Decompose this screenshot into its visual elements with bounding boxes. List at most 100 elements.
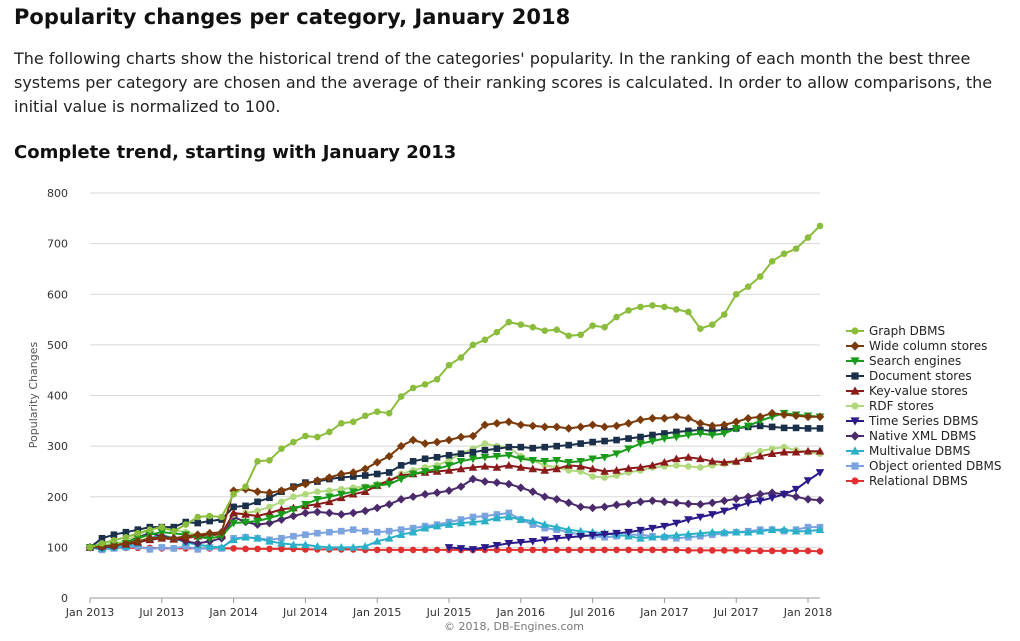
data-point [803,526,813,535]
data-point [396,530,406,539]
legend-item[interactable]: Key-value stores [846,384,968,398]
data-point [553,546,561,554]
legend-item[interactable]: Relational DBMS [846,474,968,488]
data-point [697,426,704,434]
legend-item[interactable]: RDF stores [846,399,934,413]
data-point [254,498,261,506]
data-point [229,508,238,517]
data-point [601,474,608,481]
data-point [780,443,788,451]
data-point [254,458,261,465]
y-tick-label: 600 [47,288,68,301]
data-point [421,381,429,388]
data-point [205,542,214,550]
data-point [637,303,644,311]
data-point [541,443,549,451]
legend-item[interactable]: Multivalue DBMS [846,444,970,458]
series-line [89,225,821,549]
data-point [661,303,668,311]
data-point [504,417,514,427]
data-point [672,519,681,528]
data-point [193,539,203,548]
data-point [206,512,213,520]
data-point [278,534,285,542]
data-point [720,311,728,318]
legend-item[interactable]: Time Series DBMS [846,414,978,428]
data-point [815,495,825,505]
data-point [157,532,167,542]
data-point [528,487,538,496]
data-point [456,464,466,473]
data-point [480,462,490,470]
data-point [313,495,322,504]
data-point [576,422,585,432]
legend-marker [851,402,859,410]
data-point [134,526,142,533]
data-point [565,467,572,474]
data-point [337,510,346,519]
data-point [624,445,633,453]
data-point [732,547,740,554]
data-point [170,527,178,535]
data-point [816,425,824,432]
data-point [553,442,561,450]
data-point [516,455,526,464]
data-point [577,331,584,339]
data-point [158,523,166,531]
data-point [756,422,764,430]
legend-item[interactable]: Object oriented DBMS [846,459,1001,473]
legend-item[interactable]: Search engines [846,354,961,368]
legend-item[interactable]: Native XML DBMS [846,429,976,443]
data-point [278,545,285,553]
data-point [325,497,334,506]
data-point [348,508,358,518]
data-point [277,505,286,513]
data-point [253,511,262,520]
data-point [325,493,334,502]
y-tick-label: 100 [47,541,68,554]
data-point [373,408,381,416]
data-point [707,421,717,431]
data-point [649,546,656,554]
data-point [420,523,430,532]
data-point [600,453,609,462]
legend-label: Time Series DBMS [868,414,978,428]
data-point [445,451,453,459]
data-point [242,502,249,510]
data-point [649,431,656,439]
data-point [253,487,262,496]
legend-label: Document stores [869,369,972,383]
data-point [707,498,717,508]
data-point [755,497,765,506]
data-point [265,514,274,523]
data-point [528,457,538,465]
data-point [529,546,537,554]
legend-item[interactable]: Wide column stores [846,339,987,353]
data-point [743,492,753,502]
data-point [313,507,322,517]
legend-item[interactable]: Graph DBMS [846,324,945,338]
data-point [98,534,106,542]
data-point [684,452,693,461]
data-point [301,508,310,518]
data-point [360,464,370,474]
data-point [528,538,538,546]
data-point [481,336,489,344]
data-point [457,354,465,361]
data-point [456,458,466,466]
data-point [182,543,190,550]
data-point [719,507,729,516]
data-point [432,465,442,474]
data-point [672,412,681,422]
data-point [685,308,692,316]
data-point [337,469,346,479]
data-point [552,457,562,465]
legend-item[interactable]: Document stores [846,369,972,383]
data-point [540,536,550,545]
data-point [480,420,490,430]
data-point [672,433,681,442]
data-point [348,468,358,477]
data-point [731,457,741,465]
